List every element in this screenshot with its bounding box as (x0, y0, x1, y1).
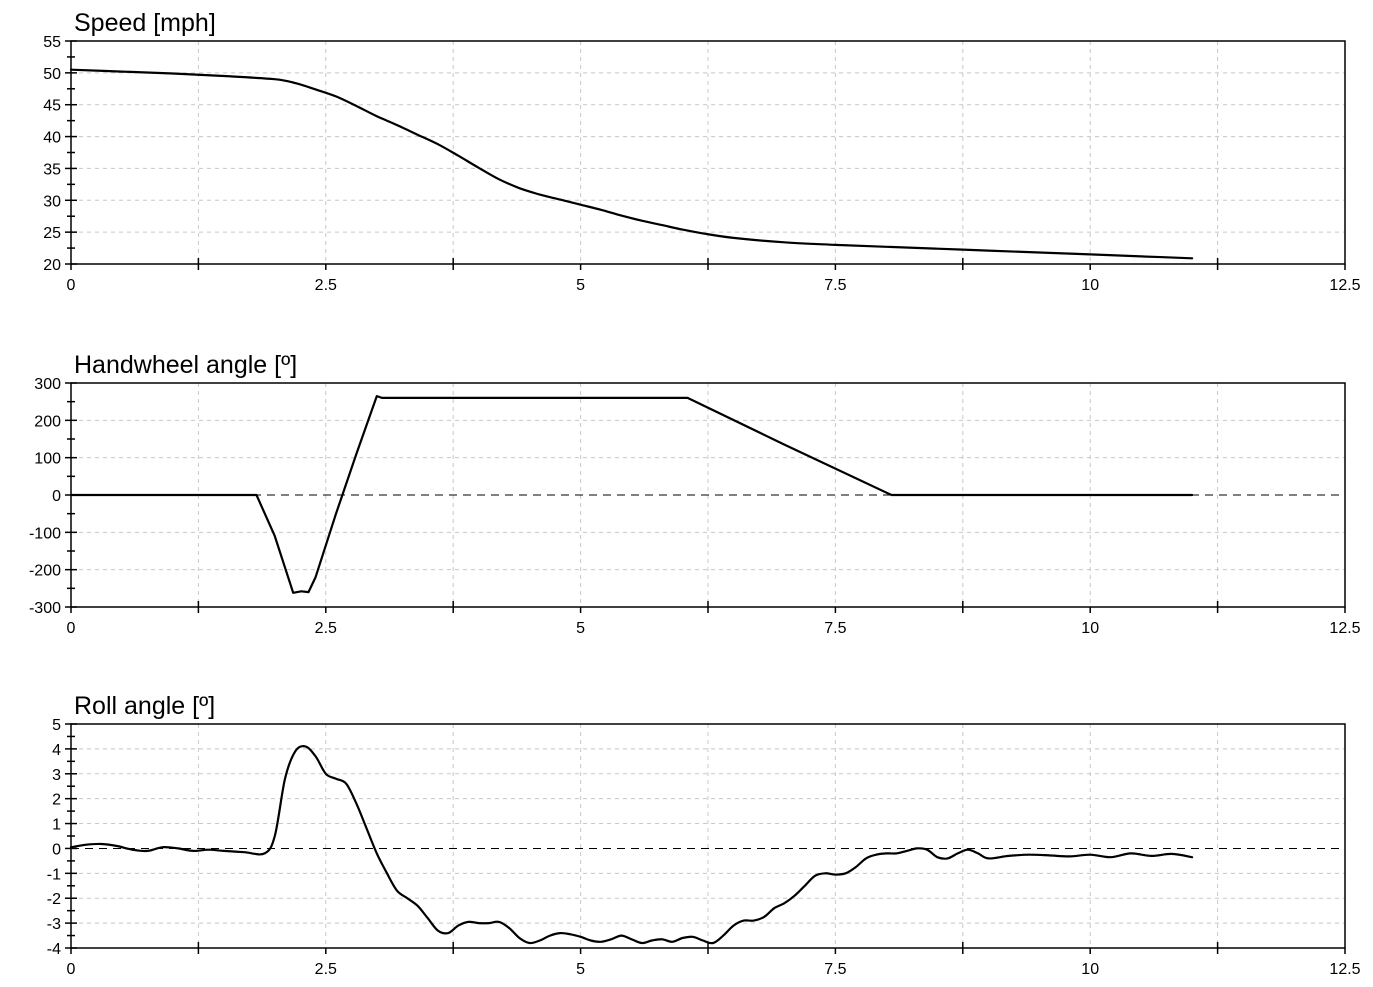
x-tick-label: 0 (67, 277, 76, 294)
y-tick-label: 2 (52, 792, 61, 809)
y-tick-label: 200 (34, 413, 61, 430)
y-tick-label: 20 (43, 257, 61, 274)
y-tick-label: -200 (29, 563, 61, 580)
x-tick-label: 12.5 (1329, 620, 1360, 637)
y-tick-label: -1 (47, 866, 61, 883)
x-tick-label: 2.5 (315, 277, 337, 294)
y-tick-label: 1 (52, 817, 61, 834)
x-tick-label: 7.5 (824, 277, 846, 294)
x-tick-label: 12.5 (1329, 961, 1360, 978)
x-tick-label: 2.5 (315, 620, 337, 637)
x-tick-label: 7.5 (824, 620, 846, 637)
chart-title: Roll angle [º] (74, 692, 215, 720)
series-line (69, 744, 1194, 945)
y-tick-label: 50 (43, 66, 61, 83)
y-tick-label: 35 (43, 161, 61, 178)
y-tick-label: 3 (52, 767, 61, 784)
chart-title: Handwheel angle [º] (74, 351, 297, 379)
y-tick-label: -4 (47, 941, 61, 958)
y-tick-label: 55 (43, 34, 61, 51)
y-tick-label: 0 (52, 841, 61, 858)
y-tick-label: 300 (34, 376, 61, 393)
x-tick-label: 5 (576, 961, 585, 978)
x-tick-label: 12.5 (1329, 277, 1360, 294)
y-tick-label: -3 (47, 916, 61, 933)
y-tick-label: 45 (43, 98, 61, 115)
y-tick-label: -300 (29, 600, 61, 617)
y-tick-label: 4 (52, 742, 61, 759)
y-tick-label: 0 (52, 488, 61, 505)
series-line (69, 68, 1194, 260)
y-tick-label: 40 (43, 130, 61, 147)
y-tick-label: 30 (43, 193, 61, 210)
y-tick-label: 5 (52, 717, 61, 734)
roll-angle-panel: Roll angle [º] 0 2.5 5 7.5 10 12.5 -4 -3 -2 -1 0 1 2… (47, 692, 1361, 978)
chart-title: Speed [mph] (74, 9, 216, 37)
x-tick-label: 5 (576, 277, 585, 294)
x-tick-label: 10 (1081, 277, 1099, 294)
handwheel-angle-panel: Handwheel angle [º] 0 2.5 5 7.5 10 12.5 -300 -2… (29, 351, 1361, 637)
series-line (69, 395, 1194, 594)
x-tick-label: 0 (67, 961, 76, 978)
x-tick-label: 0 (67, 620, 76, 637)
y-tick-label: 100 (34, 451, 61, 468)
x-tick-label: 2.5 (315, 961, 337, 978)
x-tick-label: 5 (576, 620, 585, 637)
x-tick-label: 10 (1081, 620, 1099, 637)
y-tick-label: -2 (47, 891, 61, 908)
y-tick-label: -100 (29, 525, 61, 542)
x-tick-label: 7.5 (824, 961, 846, 978)
speed-panel: Speed [mph] 0 2.5 5 7.5 10 12.5 20 25 30 35 40 45 50… (43, 9, 1360, 294)
y-tick-label: 25 (43, 225, 61, 242)
x-tick-label: 10 (1081, 961, 1099, 978)
